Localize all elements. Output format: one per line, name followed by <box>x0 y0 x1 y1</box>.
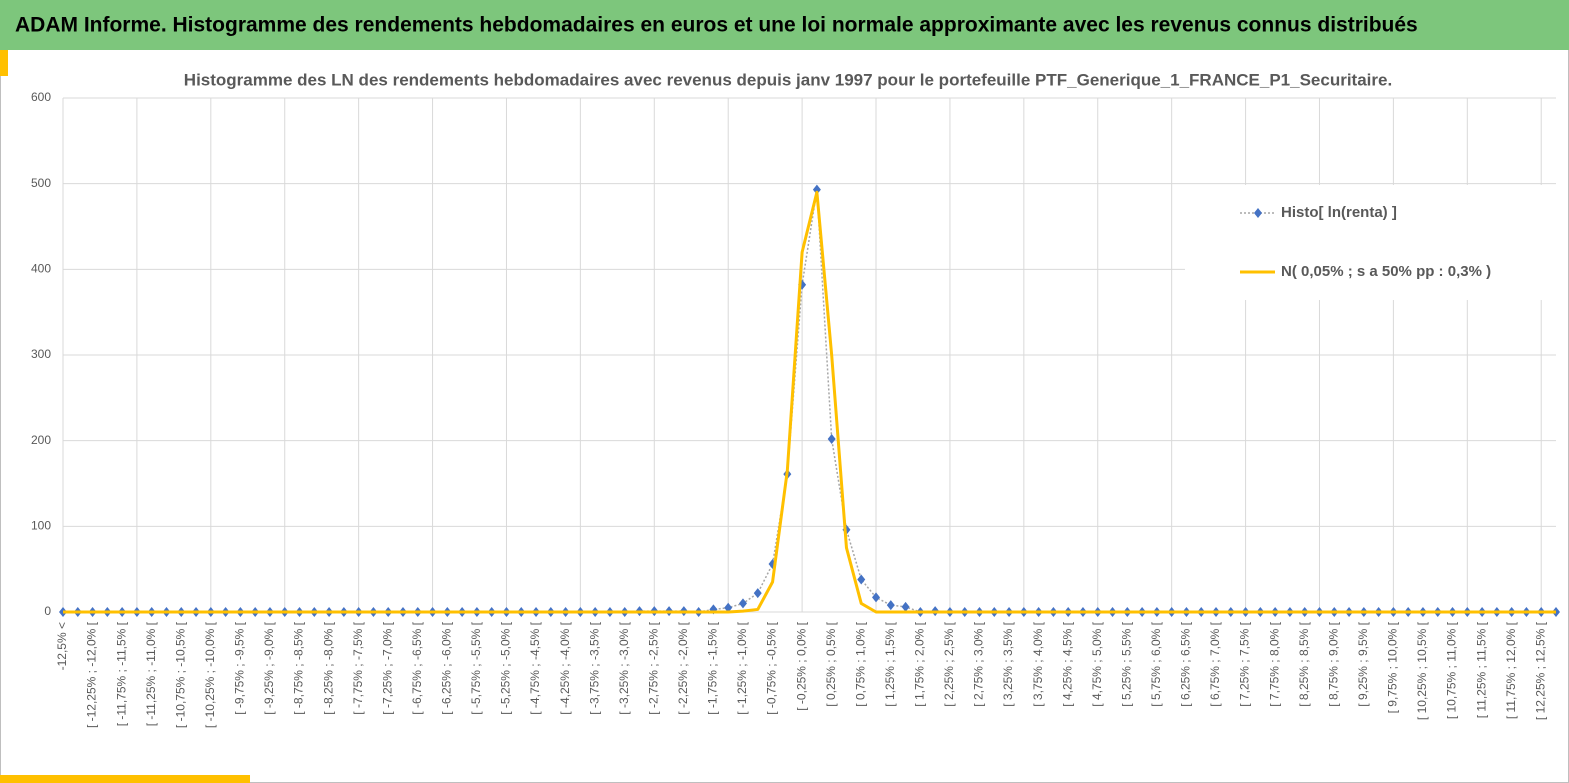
x-tick-label: [ 11,75% ; 12,0% [ <box>1504 621 1518 719</box>
accent <box>0 50 8 76</box>
x-tick-label: [ 3,75% ; 4,0% [ <box>1031 621 1045 706</box>
marker <box>812 184 821 195</box>
x-tick-label: [ 0,75% ; 1,0% [ <box>853 621 867 706</box>
x-tick-label: [ 5,75% ; 6,0% [ <box>1149 621 1163 706</box>
x-tick-label: [ 4,75% ; 5,0% [ <box>1090 621 1104 706</box>
x-tick-label: [ -7,75% ; -7,5% [ <box>351 621 365 714</box>
x-tick-label: [ -5,25% ; -5,0% [ <box>499 621 513 714</box>
marker <box>738 598 747 609</box>
legend-label: Histo[ ln(renta) ] <box>1281 204 1397 221</box>
x-tick-label: [ 3,25% ; 3,5% [ <box>1001 621 1015 706</box>
x-tick-label: [ -4,75% ; -4,5% [ <box>528 621 542 714</box>
marker <box>827 433 836 444</box>
x-tick-label: [ -10,25% ; -10,0% [ <box>203 621 217 728</box>
x-tick-label: [ -6,25% ; -6,0% [ <box>440 621 454 714</box>
x-tick-label: [ -12,25% ; -12,0% [ <box>85 621 99 728</box>
marker <box>872 592 881 603</box>
x-tick-label: [ 2,75% ; 3,0% [ <box>972 621 986 706</box>
x-tick-label: [ 1,75% ; 2,0% [ <box>913 621 927 706</box>
x-tick-label: [ -11,75% ; -11,5% [ <box>114 621 128 726</box>
x-tick-label: [ -6,75% ; -6,5% [ <box>410 621 424 714</box>
x-tick-label: [ 2,25% ; 2,5% [ <box>942 621 956 706</box>
x-tick-label: [ -0,25% ; 0,0% [ <box>794 621 808 710</box>
header-title: ADAM Informe. Histogramme des rendements… <box>15 14 1418 37</box>
y-tick-label: 300 <box>31 347 51 361</box>
marker <box>886 600 895 611</box>
x-tick-label: [ -11,25% ; -11,0% [ <box>144 621 158 726</box>
y-tick-label: 600 <box>31 90 51 104</box>
x-tick-label: [ -8,75% ; -8,5% [ <box>292 621 306 714</box>
x-tick-label: [ -1,75% ; -1,5% [ <box>706 621 720 714</box>
x-tick-label: [ 7,75% ; 8,0% [ <box>1267 621 1281 706</box>
x-tick-label: [ 9,25% ; 9,5% [ <box>1356 621 1370 706</box>
y-tick-label: 500 <box>31 176 51 190</box>
legend-marker <box>1254 208 1262 218</box>
chart-title: Histogramme des LN des rendements hebdom… <box>184 70 1392 89</box>
accent <box>0 775 250 783</box>
x-tick-label: [ 7,25% ; 7,5% [ <box>1238 621 1252 706</box>
y-tick-label: 200 <box>31 433 51 447</box>
x-tick-label: [ -1,25% ; -1,0% [ <box>735 621 749 714</box>
x-tick-label: [ -4,25% ; -4,0% [ <box>558 621 572 714</box>
x-tick-label: [ -5,75% ; -5,5% [ <box>469 621 483 714</box>
x-tick-label: [ 8,75% ; 9,0% [ <box>1326 621 1340 706</box>
marker <box>753 588 762 599</box>
x-tick-label: [ -0,75% ; -0,5% [ <box>765 621 779 714</box>
header-bar <box>0 0 1569 50</box>
x-tick-label: [ -9,25% ; -9,0% [ <box>262 621 276 714</box>
y-tick-label: 0 <box>44 604 51 618</box>
x-tick-label: [ -10,75% ; -10,5% [ <box>173 621 187 728</box>
x-tick-label: [ 10,75% ; 11,0% [ <box>1445 621 1459 719</box>
x-tick-label: [ 6,25% ; 6,5% [ <box>1179 621 1193 706</box>
x-tick-label: [ 12,25% ; 12,5% [ <box>1533 621 1547 720</box>
x-tick-label: -12,5% < <box>55 622 69 670</box>
x-tick-label: [ -8,25% ; -8,0% [ <box>321 621 335 714</box>
x-tick-label: [ -3,25% ; -3,0% [ <box>617 621 631 714</box>
y-tick-label: 100 <box>31 519 51 533</box>
x-tick-label: [ 6,75% ; 7,0% [ <box>1208 621 1222 706</box>
x-tick-label: [ 11,25% ; 11,5% [ <box>1474 621 1488 718</box>
x-tick-label: [ -2,75% ; -2,5% [ <box>646 621 660 714</box>
series-line <box>63 190 1556 614</box>
x-tick-label: [ 8,25% ; 8,5% [ <box>1297 621 1311 706</box>
x-tick-label: [ 5,25% ; 5,5% [ <box>1119 621 1133 706</box>
marker <box>724 602 733 613</box>
x-tick-label: [ -3,75% ; -3,5% [ <box>587 621 601 714</box>
marker <box>901 601 910 612</box>
legend-box <box>1185 185 1565 300</box>
marker <box>857 574 866 585</box>
x-tick-label: [ 1,25% ; 1,5% [ <box>883 621 897 706</box>
x-tick-label: [ 0,25% ; 0,5% [ <box>824 621 838 706</box>
legend-label: N( 0,05% ; s a 50% pp : 0,3% ) <box>1281 263 1491 280</box>
x-tick-label: [ -2,25% ; -2,0% [ <box>676 621 690 714</box>
x-tick-label: [ 9,75% ; 10,0% [ <box>1386 621 1400 713</box>
x-tick-label: [ 10,25% ; 10,5% [ <box>1415 621 1429 720</box>
y-tick-label: 400 <box>31 262 51 276</box>
x-tick-label: [ -9,75% ; -9,5% [ <box>233 621 247 714</box>
x-tick-label: [ -7,25% ; -7,0% [ <box>380 621 394 714</box>
x-tick-label: [ 4,25% ; 4,5% [ <box>1060 621 1074 706</box>
